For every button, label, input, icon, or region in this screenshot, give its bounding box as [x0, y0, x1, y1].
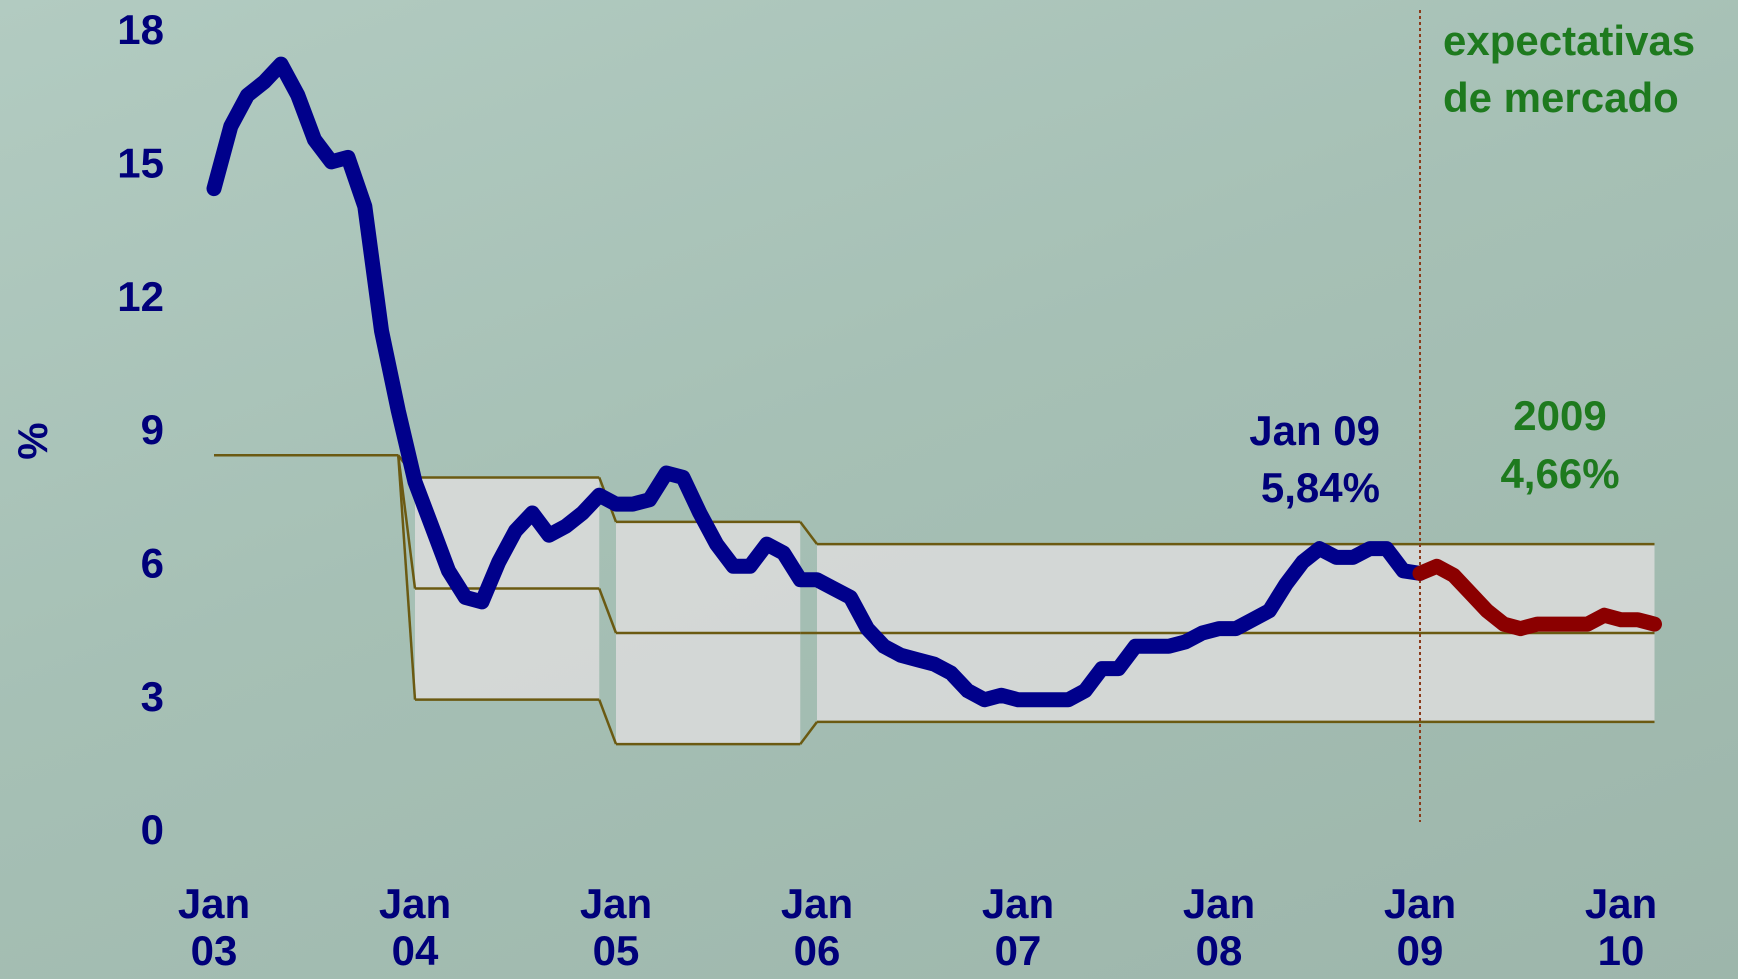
y-tick-label: 9: [141, 406, 164, 453]
x-tick-label: Jan 07: [981, 880, 1055, 974]
x-tick-label: Jan 08: [1182, 880, 1256, 974]
series-line: [1412, 558, 1662, 637]
target-transition: [598, 699, 618, 745]
y-tick-label: 18: [117, 6, 164, 53]
annotation: 4,66%: [1500, 450, 1619, 497]
x-tick-label: Jan 06: [780, 880, 854, 974]
x-tick-label: Jan 05: [579, 880, 653, 974]
annotation: 2009: [1513, 392, 1606, 439]
target-transition: [397, 455, 417, 589]
target-transition: [397, 455, 417, 700]
y-tick-label: 6: [141, 539, 164, 586]
y-tick-label: 0: [141, 806, 164, 853]
annotation: de mercado: [1443, 74, 1679, 121]
y-tick-label: 3: [141, 673, 164, 720]
target-transition: [598, 588, 618, 634]
series-line: [206, 56, 1428, 708]
y-axis-label: %: [9, 422, 56, 459]
target-transition: [799, 721, 818, 745]
x-tick-label: Jan 10: [1584, 880, 1658, 974]
x-tick-label: Jan 04: [378, 880, 452, 974]
y-tick-label: 12: [117, 273, 164, 320]
annotation: expectativas: [1443, 17, 1695, 64]
x-tick-label: Jan 09: [1383, 880, 1457, 974]
x-tick-label: Jan 03: [177, 880, 251, 974]
annotation: Jan 09: [1249, 407, 1380, 454]
y-tick-label: 15: [117, 139, 164, 186]
annotation: 5,84%: [1261, 464, 1380, 511]
target-transition: [799, 521, 818, 545]
